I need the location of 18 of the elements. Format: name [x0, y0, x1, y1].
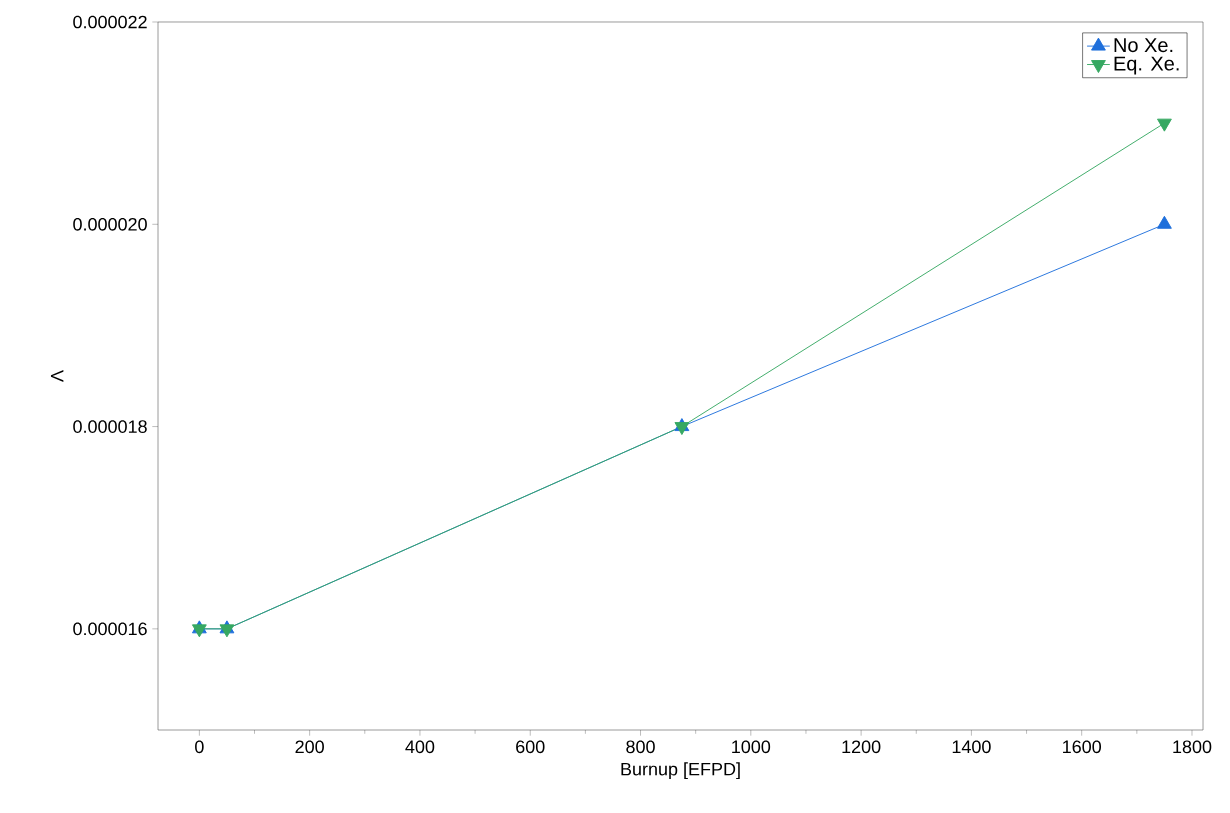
x-axis-title: Burnup [EFPD]: [621, 762, 740, 780]
y-tick-label: 0.000016: [73, 622, 147, 636]
x-tick-label: 1200: [842, 740, 881, 754]
x-tick-label: 0: [195, 740, 204, 754]
x-tick-label: 600: [516, 740, 545, 754]
x-tick-label: 1400: [952, 740, 991, 754]
y-tick-label: 0.000020: [73, 217, 147, 231]
y-tick-label: 0.000022: [73, 15, 147, 29]
x-tick-label: 1800: [1173, 740, 1212, 754]
x-tick-label: 1000: [732, 740, 771, 754]
legend-label: No Xe.: [1114, 38, 1173, 53]
legend-label: Eq. Xe.: [1114, 56, 1179, 75]
y-axis-title: Λ: [50, 370, 64, 382]
x-tick-label: 1600: [1063, 740, 1101, 754]
x-tick-label: 800: [626, 740, 655, 754]
y-tick-label: 0.000018: [73, 420, 147, 433]
x-tick-label: 400: [405, 740, 435, 754]
x-tick-label: 200: [295, 740, 324, 754]
